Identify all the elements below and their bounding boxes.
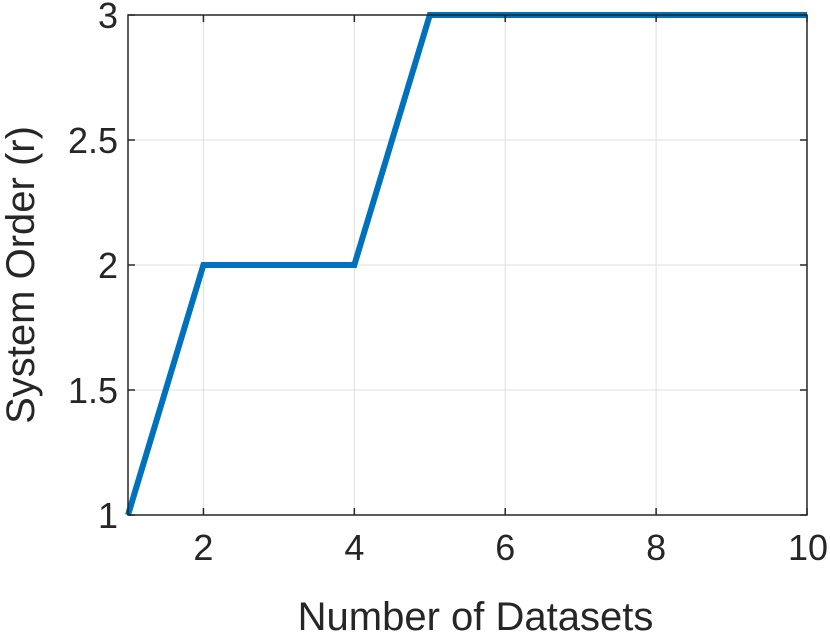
x-tick-label: 4 xyxy=(344,527,364,568)
tick-marks xyxy=(128,14,808,516)
y-axis-tick-labels: 1 1.5 2 2.5 3 xyxy=(68,0,118,536)
x-tick-label: 2 xyxy=(193,527,213,568)
x-tick-label: 6 xyxy=(495,527,515,568)
y-axis-title: System Order (r) xyxy=(0,126,43,424)
x-axis-title: Number of Datasets xyxy=(298,595,654,636)
y-tick-label: 3 xyxy=(98,0,118,36)
x-tick-label: 8 xyxy=(646,527,666,568)
y-tick-label: 1.5 xyxy=(68,370,118,411)
y-tick-label: 2 xyxy=(98,245,118,286)
x-tick-label: 10 xyxy=(788,527,828,568)
y-tick-label: 1 xyxy=(98,495,118,536)
y-tick-label: 2.5 xyxy=(68,120,118,161)
x-axis-tick-labels: 2 4 6 8 10 xyxy=(193,527,828,568)
